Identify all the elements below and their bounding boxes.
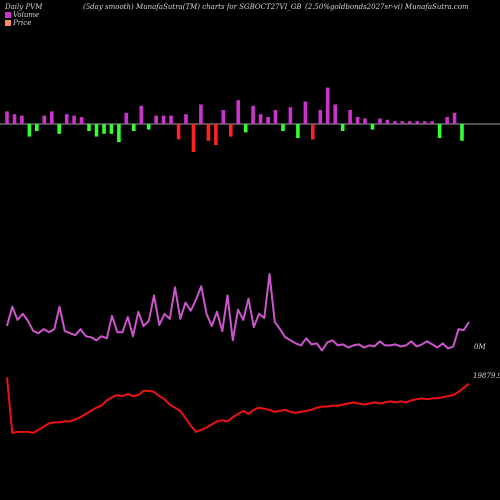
volume-bar	[430, 121, 434, 124]
volume-bar	[348, 110, 352, 124]
price-end-label: 19879.97	[473, 372, 500, 380]
volume-bar	[20, 115, 24, 124]
volume-bar	[154, 115, 158, 124]
volume-bar	[176, 124, 181, 140]
volume-bar	[452, 112, 457, 124]
volume-bar	[333, 104, 337, 124]
volume-bar	[236, 100, 240, 124]
volume-bar	[437, 124, 442, 138]
volume-bar	[50, 111, 54, 124]
volume-bar	[191, 124, 196, 152]
volume-bar	[64, 114, 69, 124]
volume-bar	[87, 124, 91, 131]
volume-bar	[35, 124, 39, 131]
volume-bar	[221, 110, 226, 124]
volume-bar	[288, 107, 293, 124]
volume-bar	[378, 118, 382, 124]
volume-bar	[273, 110, 278, 124]
volume-bar	[57, 124, 61, 134]
volume-bar	[117, 124, 121, 143]
volume-bar	[415, 121, 419, 124]
volume-bar	[146, 124, 151, 130]
volume-bar	[363, 118, 367, 124]
chart-title-center: (5day smooth) MunafaSutra(TM) charts for…	[83, 3, 302, 11]
volume-bar	[296, 124, 300, 138]
volume-bars	[5, 87, 464, 152]
price-line	[6, 377, 470, 434]
legend-price: Price	[5, 19, 31, 27]
volume-bar	[258, 114, 263, 124]
volume-bar	[12, 114, 17, 124]
volume-bar	[184, 114, 188, 124]
volume-bar	[251, 105, 255, 124]
volume-bar	[340, 124, 345, 131]
legend-price-label: Price	[13, 19, 32, 27]
volume-bar	[460, 124, 464, 141]
volume-bar	[169, 115, 173, 124]
volume-bar	[229, 124, 233, 137]
volume-bar	[161, 115, 166, 124]
volume-bar	[303, 101, 308, 124]
volume-bar	[72, 115, 76, 124]
volume-bar	[27, 124, 32, 137]
legend-volume-label: Volume	[13, 11, 40, 19]
volume-line	[6, 273, 470, 352]
volume-bar	[139, 105, 144, 124]
volume-bar	[355, 117, 360, 124]
volume-bar	[393, 121, 397, 124]
volume-bar	[445, 117, 449, 124]
volume-bar	[42, 115, 47, 124]
volume-bar	[422, 121, 427, 124]
volume-bar	[5, 111, 9, 124]
volume-bar	[79, 117, 84, 124]
legend-volume-swatch	[5, 12, 11, 18]
volume-bar	[199, 104, 203, 124]
volume-bar	[408, 121, 412, 124]
legend-price-swatch	[5, 20, 11, 26]
legend-volume: Volume	[5, 11, 39, 19]
volume-bar	[266, 117, 270, 124]
chart-title-right: (2.50%goldbonds2027sr-vi) MunafaSutra.co…	[305, 3, 469, 11]
volume-bar	[102, 124, 106, 134]
volume-bar	[400, 121, 405, 124]
volume-bar	[132, 124, 136, 131]
volume-bar	[214, 124, 218, 145]
volume-bar	[385, 119, 390, 124]
volume-bar	[311, 124, 315, 140]
volume-bar	[243, 124, 248, 133]
volume-bar	[325, 87, 330, 124]
volume-bar	[318, 110, 323, 124]
volume-bar	[94, 124, 99, 137]
volume-bar	[124, 112, 129, 124]
volume-bar	[281, 124, 285, 131]
volume-bar	[370, 124, 375, 130]
chart-title-left: Daily PVM	[5, 3, 43, 11]
volume-bar	[109, 124, 114, 134]
volume-bar	[206, 124, 211, 141]
volume-end-label: 0M	[474, 343, 486, 351]
